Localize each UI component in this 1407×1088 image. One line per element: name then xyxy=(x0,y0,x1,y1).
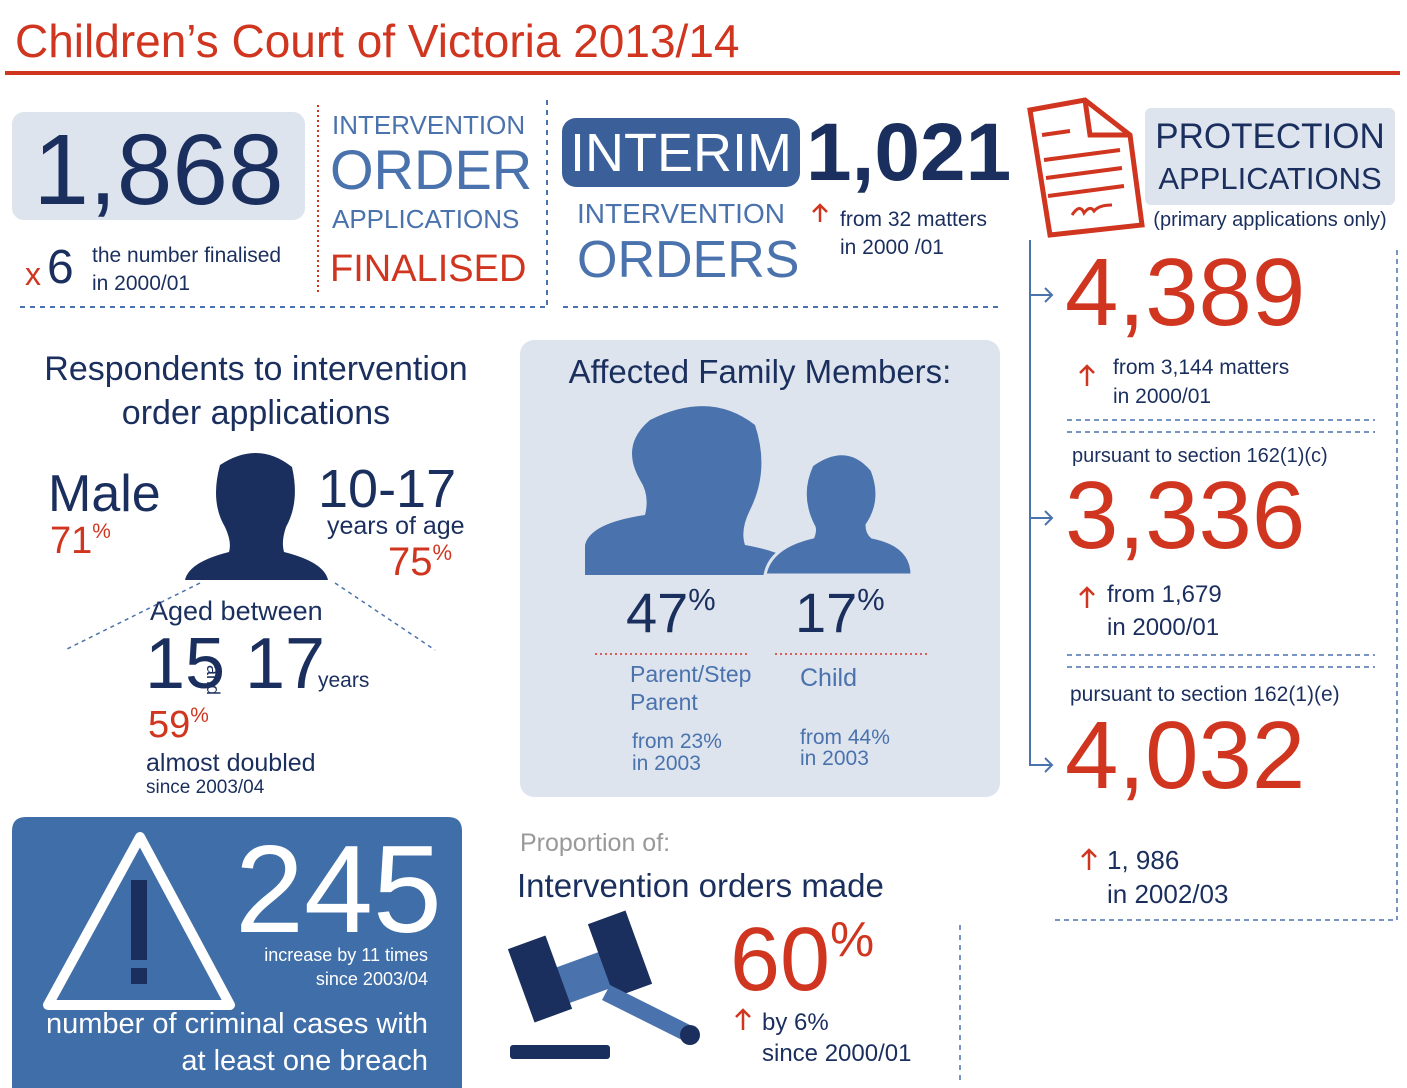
big-number: 1,868 xyxy=(33,114,284,226)
gavel-icon xyxy=(507,910,700,1059)
kicker: Proportion of: xyxy=(520,829,671,857)
note: in 2003 xyxy=(632,752,701,775)
label: 10-17 xyxy=(318,459,457,519)
percent: 59% xyxy=(148,704,209,746)
big-number: 245 xyxy=(235,821,442,959)
big-number: 3,336 xyxy=(1065,462,1306,569)
age-from: 15 xyxy=(145,624,226,704)
text: % xyxy=(688,582,716,617)
note: 1, 986 xyxy=(1107,845,1180,875)
note: in 2000/01 xyxy=(1107,614,1220,641)
text: 17 xyxy=(795,581,858,644)
protection-box xyxy=(1145,108,1395,205)
note: from 23% xyxy=(632,730,722,753)
note: from 32 matters xyxy=(840,208,988,231)
text: % xyxy=(432,540,453,565)
badge xyxy=(562,118,800,187)
connector xyxy=(1029,240,1054,773)
big-number: 4,032 xyxy=(1065,702,1306,809)
text: % xyxy=(830,912,875,967)
document-icon xyxy=(1027,97,1145,238)
title-rule xyxy=(5,71,1400,75)
dashed-rules xyxy=(1055,250,1398,921)
text: % xyxy=(857,582,885,617)
big-number: 4,389 xyxy=(1065,239,1306,346)
label: Parent xyxy=(630,689,698,715)
text: 60 xyxy=(730,910,831,1010)
head-silhouette xyxy=(185,452,328,580)
multiplier: 6 xyxy=(47,241,74,294)
protection-title: APPLICATIONS xyxy=(1158,161,1382,196)
note: in 2003 xyxy=(800,747,869,770)
heading: pursuant to section 162(1)(c) xyxy=(1072,445,1328,467)
age-to: 17 xyxy=(245,624,326,704)
guide-lines xyxy=(64,582,436,651)
label: Parent/Step xyxy=(630,661,752,687)
label: at least one breach xyxy=(181,1045,428,1077)
note: since 2003/04 xyxy=(315,969,428,989)
percent: 75% xyxy=(388,540,453,584)
note: in 2000/01 xyxy=(1113,385,1212,408)
label: Male xyxy=(48,465,161,523)
child-silhouette xyxy=(763,452,914,577)
label: INTERVENTION xyxy=(332,110,526,140)
note: from 3,144 matters xyxy=(1113,356,1290,379)
note: increase by 11 times xyxy=(264,945,428,965)
label: Child xyxy=(800,664,857,692)
note: in 2002/03 xyxy=(1107,879,1229,909)
note: since 2000/01 xyxy=(762,1040,912,1067)
multiplier-x: x xyxy=(25,256,41,292)
text: 59 xyxy=(148,704,191,746)
note: the number finalised xyxy=(92,244,282,267)
text: % xyxy=(190,704,209,727)
label: APPLICATIONS xyxy=(332,204,520,234)
protection-title: PROTECTION xyxy=(1155,117,1385,156)
adult-silhouette xyxy=(585,406,800,575)
note: by 6% xyxy=(762,1009,829,1036)
breach-box xyxy=(12,817,462,1088)
section-title: order applications xyxy=(121,394,391,432)
title: Children’s Court of Victoria 2013/14 xyxy=(15,15,740,67)
text: 47 xyxy=(626,581,689,644)
percent: 47% xyxy=(626,582,716,641)
label: Aged between xyxy=(150,596,323,626)
unit: years xyxy=(318,669,370,692)
note: from 1,679 xyxy=(1107,581,1222,608)
text: % xyxy=(92,520,111,543)
number-box xyxy=(12,112,305,220)
text: 71 xyxy=(50,520,93,562)
text: 75 xyxy=(388,540,433,584)
note: since 2003/04 xyxy=(146,777,265,798)
heading: pursuant to section 162(1)(e) xyxy=(1070,683,1340,706)
note: almost doubled xyxy=(146,749,316,777)
section-title: Intervention orders made xyxy=(517,867,884,904)
warning-icon xyxy=(43,832,235,1010)
label: number of criminal cases with xyxy=(46,1008,428,1040)
note: from 44% xyxy=(800,726,890,749)
label: ORDERS xyxy=(577,231,800,289)
label: INTERVENTION xyxy=(577,198,785,229)
label: years of age xyxy=(327,512,465,540)
panel-title: Affected Family Members: xyxy=(568,353,952,390)
label: ORDER xyxy=(330,138,533,201)
note: in 2000 /01 xyxy=(840,236,944,259)
percent: 17% xyxy=(795,582,885,641)
badge-text: INTERIM xyxy=(570,123,792,183)
label: FINALISED xyxy=(330,248,527,290)
percent: 71% xyxy=(50,520,111,562)
section-title: Respondents to intervention xyxy=(44,350,468,388)
arrow-up xyxy=(812,203,828,222)
big-number: 1,021 xyxy=(806,107,1012,198)
note: in 2000/01 xyxy=(92,272,191,295)
and: and xyxy=(203,665,223,696)
protection-subtitle: (primary applications only) xyxy=(1153,209,1387,231)
percent: 60% xyxy=(730,915,874,1005)
